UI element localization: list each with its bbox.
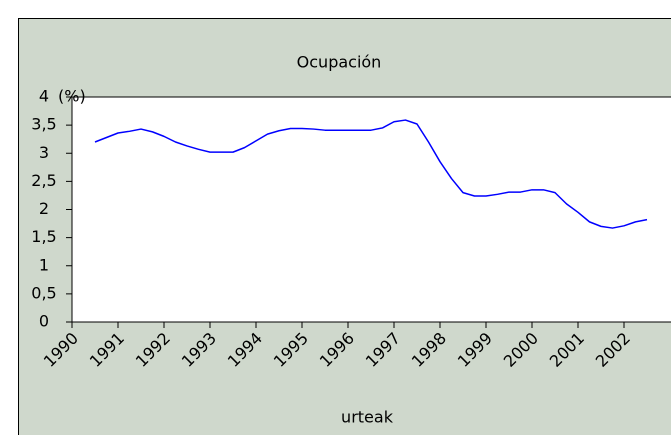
data-line [94, 119, 648, 229]
y-tick-label: 0 [39, 312, 49, 331]
y-tick-label: 3 [39, 143, 49, 162]
x-axis-label: urteak [341, 408, 394, 427]
y-tick-label: 0,5 [31, 283, 56, 302]
y-tick-label: 3,5 [31, 115, 56, 134]
y-tick-label: 2 [39, 199, 49, 218]
chart-title: Ocupación [297, 53, 382, 72]
y-axis-label: (%) [58, 87, 86, 106]
y-tick-label: 2,5 [31, 171, 56, 190]
plot-area [71, 96, 671, 323]
y-tick-label: 1 [39, 255, 49, 274]
y-tick-label: 4 [39, 87, 49, 106]
y-tick-label: 1,5 [31, 227, 56, 246]
